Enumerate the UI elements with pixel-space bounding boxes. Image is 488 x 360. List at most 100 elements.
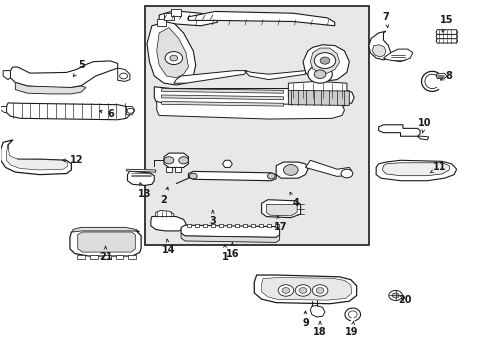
Polygon shape <box>78 232 135 252</box>
Text: 1: 1 <box>221 245 228 262</box>
Polygon shape <box>254 275 356 304</box>
Circle shape <box>169 55 177 61</box>
Polygon shape <box>171 9 181 16</box>
Polygon shape <box>195 224 199 227</box>
Circle shape <box>312 285 327 296</box>
Circle shape <box>267 173 275 179</box>
Text: 11: 11 <box>429 162 446 173</box>
Polygon shape <box>102 255 110 259</box>
Circle shape <box>391 293 398 298</box>
Circle shape <box>189 173 197 179</box>
Text: 7: 7 <box>382 12 388 28</box>
Polygon shape <box>305 160 351 176</box>
Text: 14: 14 <box>162 239 175 255</box>
Polygon shape <box>222 160 232 167</box>
Polygon shape <box>10 61 118 87</box>
Polygon shape <box>161 102 283 106</box>
Polygon shape <box>186 224 190 227</box>
Text: 4: 4 <box>289 192 299 208</box>
Polygon shape <box>378 125 419 136</box>
Text: 15: 15 <box>439 15 453 32</box>
Text: 21: 21 <box>99 246 112 262</box>
Polygon shape <box>261 278 351 300</box>
Text: 8: 8 <box>439 71 452 81</box>
Circle shape <box>320 57 329 64</box>
Polygon shape <box>226 224 230 227</box>
Polygon shape <box>188 12 334 26</box>
Polygon shape <box>234 224 238 227</box>
Text: 13: 13 <box>138 183 151 199</box>
Polygon shape <box>368 31 390 60</box>
Polygon shape <box>15 82 86 94</box>
Polygon shape <box>126 107 135 115</box>
Polygon shape <box>435 39 457 43</box>
Polygon shape <box>310 306 325 317</box>
Polygon shape <box>188 171 276 181</box>
Polygon shape <box>435 30 457 35</box>
Circle shape <box>388 291 402 301</box>
Text: 9: 9 <box>302 311 308 328</box>
Polygon shape <box>163 153 188 167</box>
Polygon shape <box>383 49 412 62</box>
Circle shape <box>164 51 182 64</box>
Polygon shape <box>276 162 307 178</box>
Polygon shape <box>163 13 173 21</box>
Text: 16: 16 <box>225 243 239 258</box>
Polygon shape <box>288 81 346 99</box>
Polygon shape <box>77 255 85 259</box>
Polygon shape <box>371 45 385 57</box>
Circle shape <box>295 285 310 296</box>
Circle shape <box>316 288 324 293</box>
Polygon shape <box>151 216 185 231</box>
Polygon shape <box>417 136 428 140</box>
Polygon shape <box>274 224 278 227</box>
Polygon shape <box>435 34 457 39</box>
Polygon shape <box>181 233 279 242</box>
Circle shape <box>127 108 134 113</box>
Circle shape <box>178 157 188 164</box>
Polygon shape <box>126 169 156 172</box>
Polygon shape <box>147 21 195 85</box>
Text: 10: 10 <box>417 118 431 133</box>
Circle shape <box>340 169 352 178</box>
Polygon shape <box>0 140 71 175</box>
Circle shape <box>282 288 289 293</box>
Text: 3: 3 <box>209 210 216 226</box>
Polygon shape <box>161 89 283 93</box>
Text: 19: 19 <box>345 321 358 337</box>
Text: 20: 20 <box>398 295 411 305</box>
Polygon shape <box>159 11 217 26</box>
Text: 18: 18 <box>313 321 326 337</box>
Polygon shape <box>157 28 188 78</box>
Polygon shape <box>261 200 300 218</box>
Text: 2: 2 <box>161 187 168 205</box>
Polygon shape <box>258 224 262 227</box>
Polygon shape <box>181 225 279 237</box>
Polygon shape <box>266 224 270 227</box>
Polygon shape <box>382 163 448 176</box>
Polygon shape <box>6 145 67 170</box>
Circle shape <box>314 53 335 68</box>
Bar <box>175 167 181 172</box>
Text: 6: 6 <box>99 109 114 119</box>
Polygon shape <box>6 103 130 120</box>
Polygon shape <box>219 224 223 227</box>
Circle shape <box>299 288 306 293</box>
Polygon shape <box>375 160 456 181</box>
Polygon shape <box>310 48 339 73</box>
Polygon shape <box>156 211 173 217</box>
Circle shape <box>120 73 127 79</box>
Polygon shape <box>118 68 130 81</box>
Polygon shape <box>128 255 136 259</box>
Polygon shape <box>157 101 344 119</box>
Circle shape <box>163 157 173 164</box>
Polygon shape <box>3 71 10 80</box>
Polygon shape <box>154 87 353 108</box>
Polygon shape <box>161 95 283 100</box>
Polygon shape <box>250 224 254 227</box>
Circle shape <box>283 165 298 175</box>
Bar <box>144 6 368 244</box>
Polygon shape <box>288 90 348 105</box>
Polygon shape <box>70 229 141 256</box>
Polygon shape <box>0 107 6 113</box>
